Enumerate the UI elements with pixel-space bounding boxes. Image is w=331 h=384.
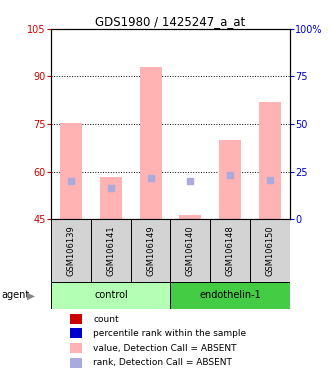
Point [69,178,74,184]
Point [267,177,272,183]
Text: GSM106150: GSM106150 [265,225,274,276]
Bar [71,328,82,338]
Text: GSM106140: GSM106140 [186,225,195,276]
Bar [219,140,241,220]
Text: control: control [94,290,128,300]
Bar [170,220,210,282]
Text: GSM106148: GSM106148 [225,225,235,276]
Bar [60,122,82,220]
Text: percentile rank within the sample: percentile rank within the sample [93,329,246,338]
Point [148,175,153,181]
Bar [210,220,250,282]
Point [188,178,193,184]
Text: ▶: ▶ [27,290,35,300]
Bar [71,358,82,367]
Text: agent: agent [2,290,30,300]
Bar [51,282,170,309]
Bar [170,282,290,309]
Bar [71,343,82,353]
Bar [131,220,170,282]
Text: endothelin-1: endothelin-1 [199,290,261,300]
Text: GSM106139: GSM106139 [67,225,76,276]
Bar [140,67,162,220]
Point [227,172,233,178]
Bar [250,220,290,282]
Bar [179,215,201,220]
Title: GDS1980 / 1425247_a_at: GDS1980 / 1425247_a_at [95,15,246,28]
Text: GSM106149: GSM106149 [146,225,155,276]
Bar [71,314,82,324]
Bar [100,177,122,220]
Bar [51,220,91,282]
Text: value, Detection Call = ABSENT: value, Detection Call = ABSENT [93,344,237,353]
Bar [91,220,131,282]
Text: count: count [93,315,118,324]
Text: rank, Detection Call = ABSENT: rank, Detection Call = ABSENT [93,358,232,367]
Bar [259,102,281,220]
Text: GSM106141: GSM106141 [106,225,116,276]
Point [108,185,114,191]
